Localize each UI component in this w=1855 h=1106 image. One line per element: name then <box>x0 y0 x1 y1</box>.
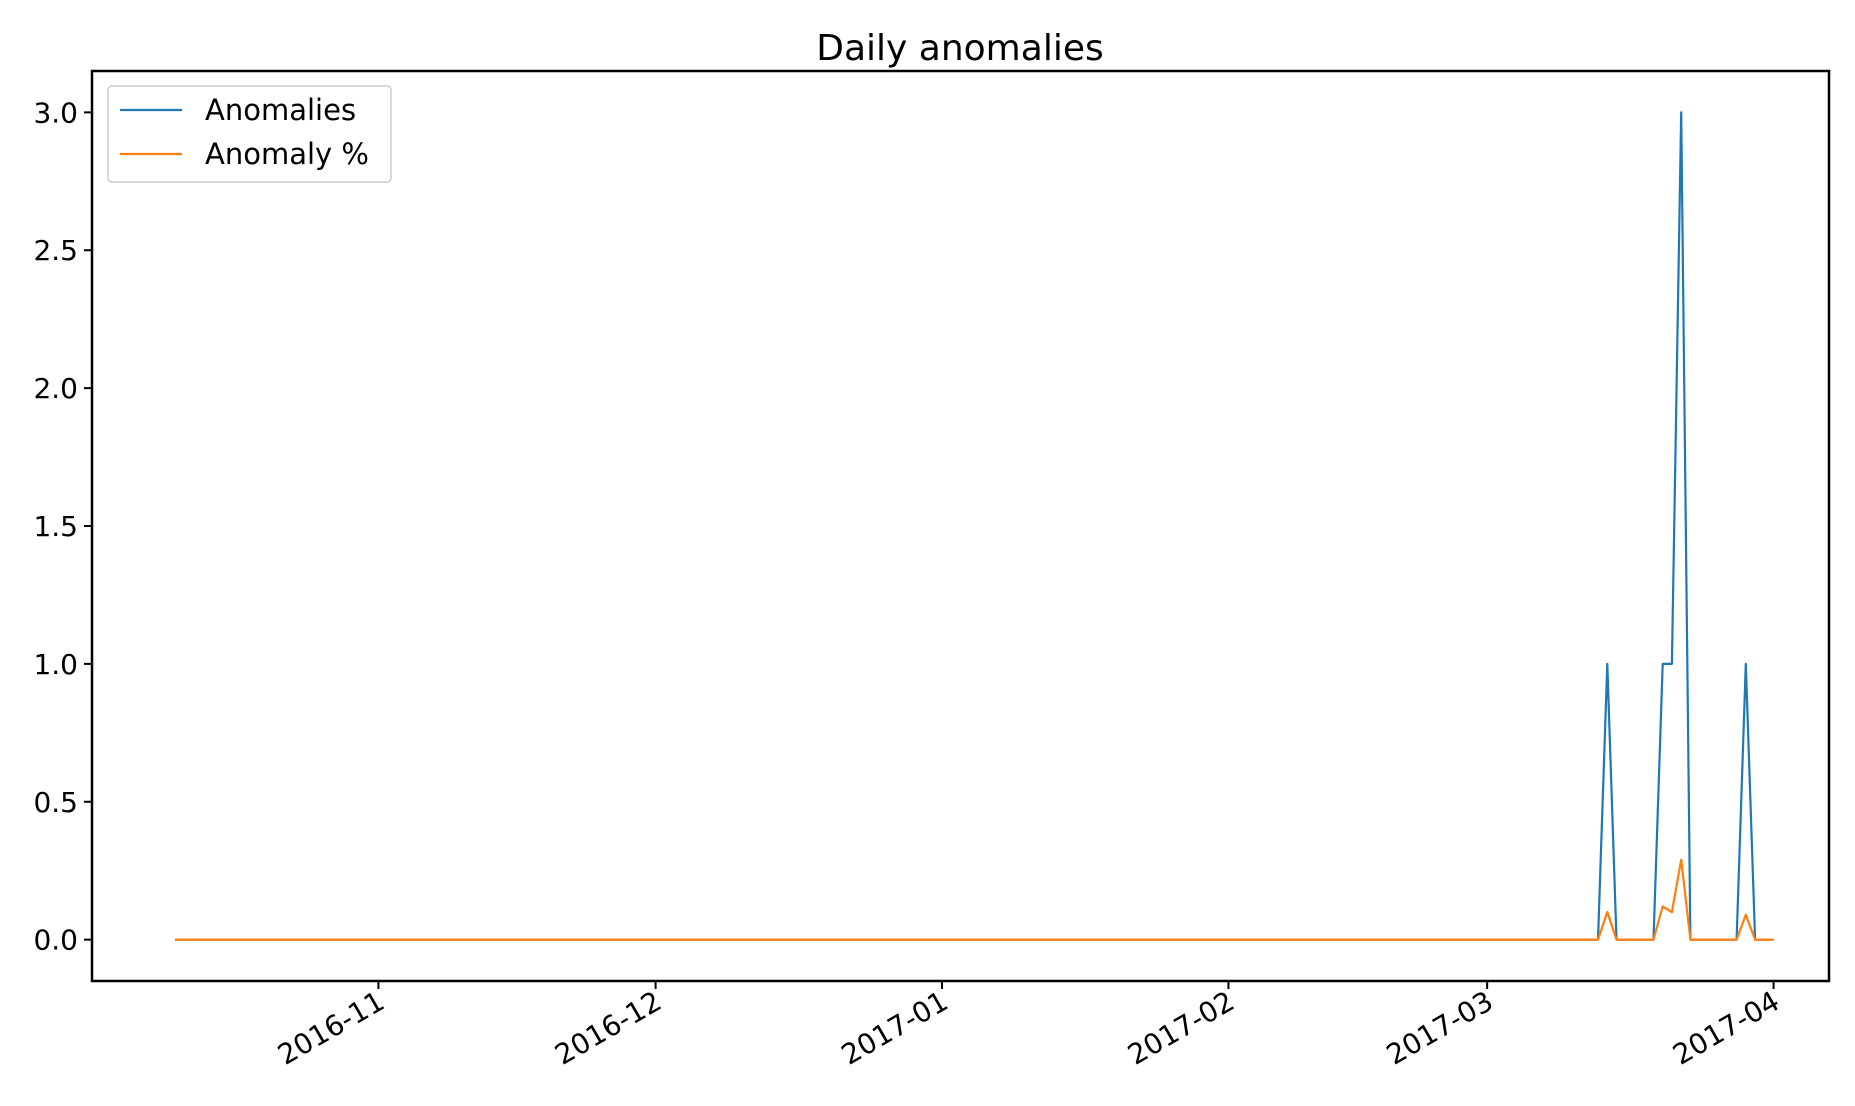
y-tick-label: 2.5 <box>33 234 78 267</box>
y-tick-label: 3.0 <box>33 96 78 129</box>
legend-label-1: Anomalies <box>205 93 356 127</box>
y-tick-label: 0.5 <box>33 786 78 819</box>
series-line-1 <box>175 111 1774 941</box>
legend: Anomalies Anomaly % <box>107 85 392 183</box>
y-axis: 0.0 0.5 1.0 1.5 2.0 2.5 3.0 <box>33 96 92 957</box>
series-line-2 <box>175 858 1774 941</box>
y-tick-label: 0.0 <box>33 924 78 957</box>
legend-label-2: Anomaly % <box>205 137 369 171</box>
y-tick-label: 2.0 <box>33 372 78 405</box>
y-tick-label: 1.0 <box>33 648 78 681</box>
y-tick-label: 1.5 <box>33 510 78 543</box>
chart-title: Daily anomalies <box>816 28 1103 69</box>
plot-area <box>175 111 1774 941</box>
